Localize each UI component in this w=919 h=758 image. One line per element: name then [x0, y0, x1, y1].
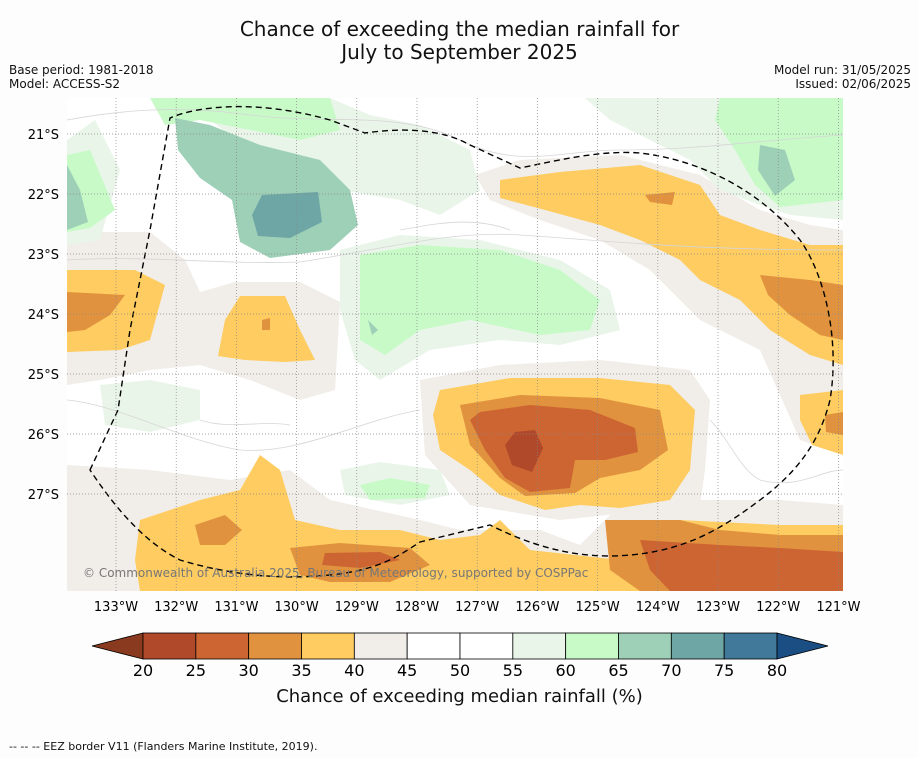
colorbar-tick-label: 80	[767, 661, 787, 680]
colorbar-cell	[459, 632, 514, 660]
map-title: Chance of exceeding the median rainfall …	[0, 18, 919, 64]
colorbar-tick-label: 60	[555, 661, 575, 680]
model-name: Model: ACCESS-S2	[9, 77, 121, 91]
colorbar-arrow-low	[91, 632, 144, 660]
colorbar: 20 25 30 35 40 45 50 55 60 65 70 75 80	[91, 632, 829, 680]
x-tick-label: 124°W	[636, 600, 680, 615]
colorbar-cell	[142, 632, 197, 660]
x-tick-label: 126°W	[515, 600, 559, 615]
y-tick-label: 24°S	[28, 308, 59, 323]
y-tick-label: 25°S	[28, 368, 59, 383]
x-tick-label: 128°W	[395, 600, 439, 615]
x-tick-label: 132°W	[154, 600, 198, 615]
x-tick-label: 131°W	[214, 600, 258, 615]
colorbar-arrow-high	[776, 632, 829, 660]
zone-20-25	[505, 430, 543, 472]
colorbar-cell	[353, 632, 408, 660]
meta-right: Model run: 31/05/2025 Issued: 02/06/2025	[774, 63, 911, 91]
eez-legend-note: -- -- -- EEZ border V11 (Flanders Marine…	[9, 740, 318, 753]
colorbar-tick-label: 45	[397, 661, 417, 680]
colorbar-tick-label: 30	[238, 661, 258, 680]
colorbar-cell	[406, 632, 461, 660]
eez-border	[89, 105, 834, 578]
colorbar-tick-label: 55	[503, 661, 523, 680]
colorbar-tick-label: 70	[661, 661, 681, 680]
colorbar-cell	[248, 632, 302, 660]
zone-25-30	[322, 405, 843, 591]
copyright-text: © Commonwealth of Australia 2025, Bureau…	[83, 566, 588, 580]
colorbar-tick-label: 20	[133, 661, 153, 680]
contour-lines	[67, 109, 843, 484]
colorbar-cell	[670, 632, 725, 660]
x-tick-label: 130°W	[275, 600, 319, 615]
y-tick-label: 21°S	[28, 128, 59, 143]
colorbar-cell	[195, 632, 250, 660]
colorbar-tick-label: 50	[450, 661, 470, 680]
colorbar-cell	[618, 632, 672, 660]
base-period: Base period: 1981-2018	[9, 63, 154, 77]
y-axis-ticks: 21°S 22°S 23°S 24°S 25°S 26°S 27°S	[28, 128, 59, 503]
colorbar-tick-label: 25	[186, 661, 206, 680]
model-run: Model run: 31/05/2025	[773, 63, 911, 77]
title-line-1: Chance of exceeding the median rainfall …	[239, 17, 680, 41]
y-tick-label: 26°S	[28, 428, 59, 443]
x-axis-ticks: 133°W 132°W 131°W 130°W 129°W 128°W 127°W 126°W…	[94, 600, 861, 615]
colorbar-tick-labels: 20 25 30 35 40 45 50 55 60 65 70 75 80	[133, 661, 787, 680]
title-line-2: July to September 2025	[341, 40, 578, 64]
map-plot: © Commonwealth of Australia 2025, Bureau…	[67, 98, 843, 591]
y-tick-label: 22°S	[28, 188, 59, 203]
issued-date: Issued: 02/06/2025	[795, 77, 911, 91]
colorbar-cells	[142, 632, 778, 660]
colorbar-cell	[565, 632, 619, 660]
colorbar-cell	[301, 632, 355, 660]
x-tick-label: 129°W	[335, 600, 379, 615]
x-tick-label: 125°W	[576, 600, 620, 615]
x-tick-label: 122°W	[756, 600, 800, 615]
y-tick-label: 23°S	[28, 248, 59, 263]
gridlines	[67, 98, 843, 591]
colorbar-title: Chance of exceeding median rainfall (%)	[276, 686, 643, 707]
colorbar-cell	[512, 632, 567, 660]
x-tick-label: 123°W	[696, 600, 740, 615]
colorbar-tick-label: 65	[608, 661, 628, 680]
x-tick-label: 121°W	[816, 600, 860, 615]
colorbar-tick-label: 40	[344, 661, 364, 680]
x-tick-label: 127°W	[455, 600, 499, 615]
y-tick-label: 27°S	[28, 488, 59, 503]
x-tick-label: 133°W	[94, 600, 138, 615]
colorbar-cell	[723, 632, 778, 660]
zone-70-75	[252, 192, 322, 238]
colorbar-tick-label: 75	[714, 661, 734, 680]
colorbar-tick-label: 35	[291, 661, 311, 680]
meta-left: Base period: 1981-2018 Model: ACCESS-S2	[9, 63, 154, 91]
